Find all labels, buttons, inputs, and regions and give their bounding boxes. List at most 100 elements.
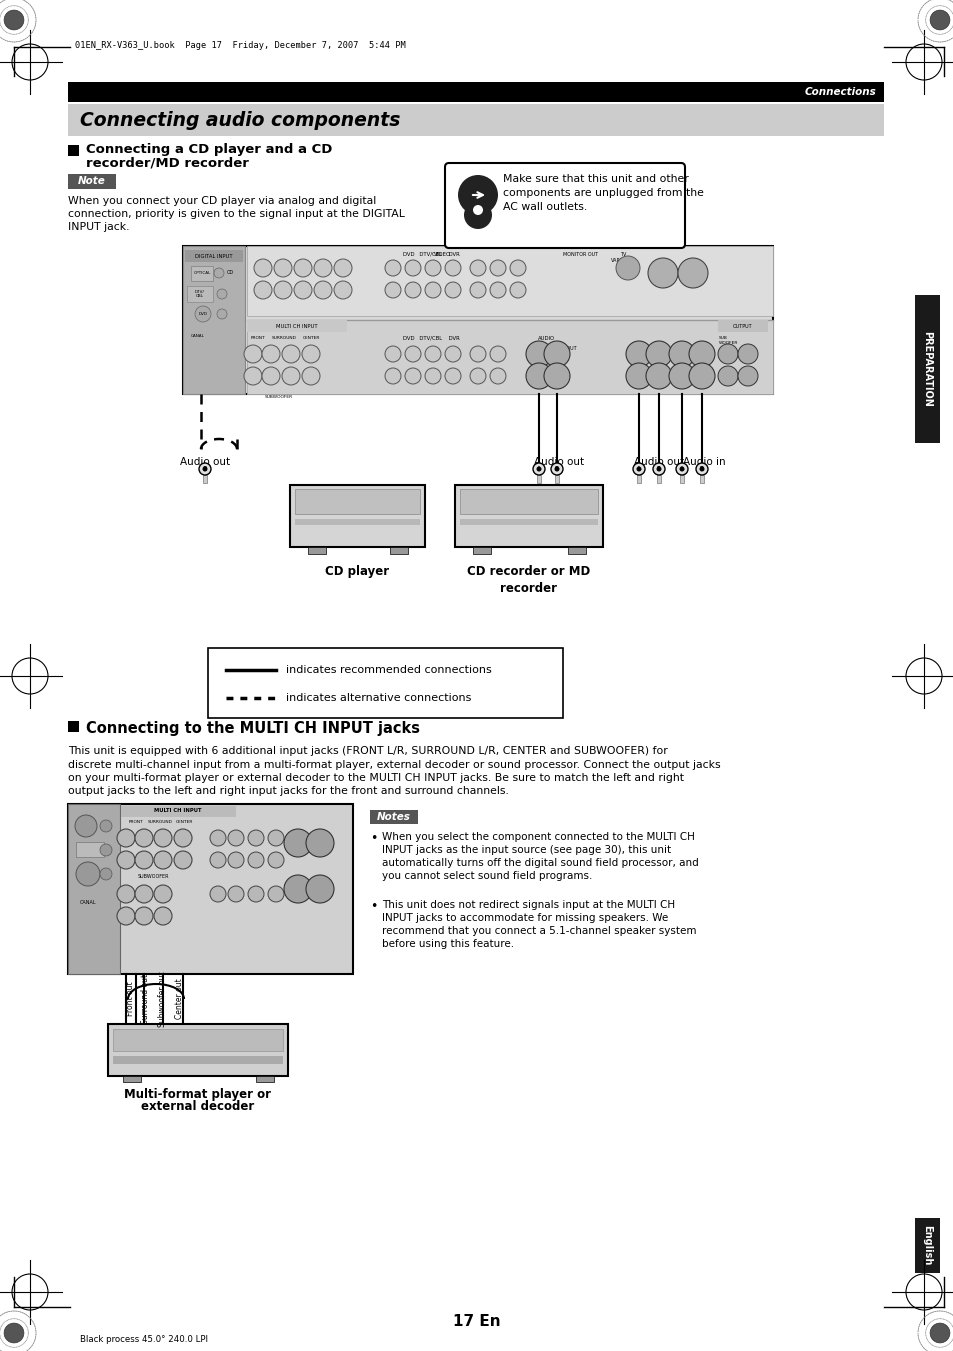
Text: MULTI CH INPUT: MULTI CH INPUT (154, 808, 201, 813)
Text: CANAL: CANAL (80, 900, 96, 905)
Circle shape (282, 367, 299, 385)
Circle shape (302, 345, 319, 363)
Circle shape (424, 259, 440, 276)
Circle shape (470, 367, 485, 384)
Text: Audio out: Audio out (180, 457, 230, 467)
Bar (76, 842, 104, 857)
Text: SUBWOOFER: SUBWOOFER (137, 874, 169, 880)
Circle shape (228, 886, 244, 902)
Circle shape (173, 830, 192, 847)
Circle shape (262, 345, 280, 363)
Text: Notes: Notes (376, 812, 411, 821)
Text: L: L (679, 466, 683, 470)
Bar (68, 721, 79, 732)
Text: indicates recommended connections: indicates recommended connections (286, 665, 491, 676)
Text: L: L (637, 466, 640, 470)
Circle shape (274, 281, 292, 299)
Text: output jacks to the left and right input jacks for the front and surround channe: output jacks to the left and right input… (68, 786, 508, 797)
Circle shape (210, 830, 226, 846)
Circle shape (738, 366, 758, 386)
Text: Connecting a CD player and a CD: Connecting a CD player and a CD (86, 142, 332, 155)
Bar (679, 476, 683, 484)
Circle shape (210, 886, 226, 902)
Text: O: O (203, 466, 207, 470)
Circle shape (647, 258, 678, 288)
Bar (68, 804, 120, 974)
Text: SURROUND: SURROUND (272, 336, 296, 340)
Text: When you select the component connected to the MULTI CH: When you select the component connected … (381, 832, 694, 842)
Circle shape (444, 367, 460, 384)
Circle shape (929, 9, 949, 30)
Circle shape (656, 466, 660, 471)
Bar (555, 476, 558, 484)
Circle shape (306, 875, 334, 902)
Circle shape (153, 851, 172, 869)
Text: recorder/MD recorder: recorder/MD recorder (86, 157, 249, 169)
Circle shape (385, 259, 400, 276)
Text: Connecting to the MULTI CH INPUT jacks: Connecting to the MULTI CH INPUT jacks (86, 720, 419, 735)
Circle shape (153, 830, 172, 847)
Text: Connecting audio components: Connecting audio components (80, 111, 400, 130)
Text: before using this feature.: before using this feature. (381, 939, 514, 948)
Circle shape (253, 259, 272, 277)
Bar (112, 1029, 283, 1051)
Text: Black process 45.0° 240.0 LPI: Black process 45.0° 240.0 LPI (80, 1336, 208, 1344)
Text: CD     IN     OUT: CD IN OUT (538, 346, 576, 351)
Text: L: L (537, 466, 540, 470)
Circle shape (679, 466, 684, 471)
Bar (187, 286, 213, 303)
Circle shape (284, 875, 312, 902)
Bar (700, 476, 703, 484)
Circle shape (696, 463, 707, 476)
Text: •: • (370, 832, 377, 844)
Bar (183, 246, 245, 394)
Text: on your multi-format player or external decoder to the MULTI CH INPUT jacks. Be : on your multi-format player or external … (68, 773, 683, 784)
Circle shape (75, 815, 97, 838)
Circle shape (424, 367, 440, 384)
Text: Note: Note (78, 177, 106, 186)
Circle shape (699, 466, 703, 471)
Text: SUBWOOFER: SUBWOOFER (265, 394, 293, 399)
Circle shape (262, 367, 280, 385)
Circle shape (202, 466, 208, 471)
Text: R: R (555, 466, 558, 470)
Circle shape (668, 363, 695, 389)
Text: AUDIO: AUDIO (537, 336, 555, 340)
Circle shape (253, 281, 272, 299)
Circle shape (268, 886, 284, 902)
Circle shape (248, 852, 264, 867)
Text: INPUT jacks as the input source (see page 30), this unit: INPUT jacks as the input source (see pag… (381, 844, 670, 855)
Circle shape (282, 345, 299, 363)
Circle shape (668, 340, 695, 367)
Circle shape (210, 852, 226, 867)
Circle shape (135, 907, 152, 925)
Bar (108, 1024, 288, 1075)
Circle shape (554, 466, 558, 471)
Circle shape (248, 830, 264, 846)
Bar (718, 320, 767, 332)
Circle shape (463, 201, 492, 230)
Text: Audio in: Audio in (682, 457, 724, 467)
Text: Audio out: Audio out (534, 457, 583, 467)
Text: SURROUND: SURROUND (148, 820, 172, 824)
Circle shape (248, 886, 264, 902)
Circle shape (490, 367, 505, 384)
Circle shape (405, 282, 420, 299)
Circle shape (688, 363, 714, 389)
Bar (121, 807, 235, 817)
Text: Surround out: Surround out (141, 974, 151, 1024)
Bar (473, 547, 491, 554)
Circle shape (490, 282, 505, 299)
Circle shape (268, 830, 284, 846)
Circle shape (633, 463, 644, 476)
Text: This unit does not redirect signals input at the MULTI CH: This unit does not redirect signals inpu… (381, 900, 675, 911)
Circle shape (117, 851, 135, 869)
Circle shape (268, 852, 284, 867)
Circle shape (385, 367, 400, 384)
Circle shape (490, 259, 505, 276)
Text: When you connect your CD player via analog and digital: When you connect your CD player via anal… (68, 196, 375, 205)
Text: recommend that you connect a 5.1-channel speaker system: recommend that you connect a 5.1-channel… (381, 925, 696, 936)
Circle shape (533, 463, 544, 476)
Text: This unit is equipped with 6 additional input jacks (FRONT L/R, SURROUND L/R, CE: This unit is equipped with 6 additional … (68, 746, 667, 757)
Text: CD: CD (227, 270, 233, 276)
